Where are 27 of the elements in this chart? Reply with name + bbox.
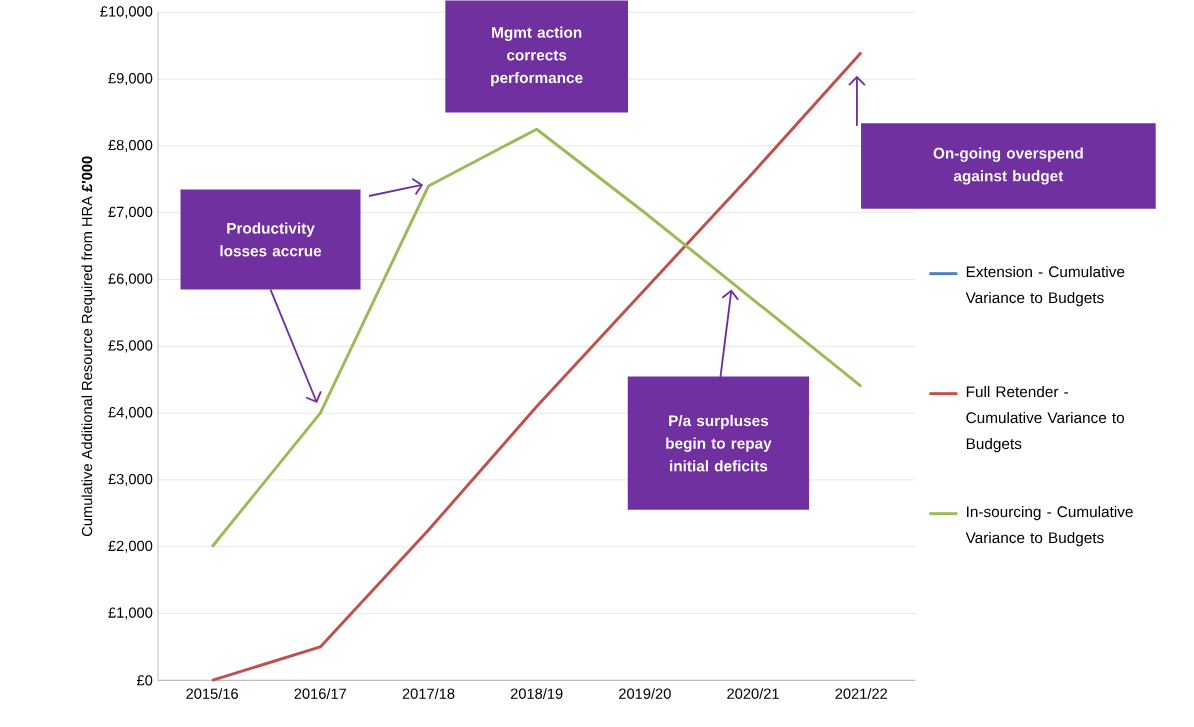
text: On-going overspend against budget (933, 147, 1083, 185)
y-tick-label: £6,000 (108, 273, 153, 286)
y-tick-label: £2,000 (108, 540, 153, 553)
annotation: P/a surpluses begin to repay initial deficits (666, 414, 772, 472)
annotation: Productivity losses accrue (220, 222, 322, 257)
x-tick-label: 2019/20 (619, 688, 671, 699)
y-tick-label: £0 (136, 675, 153, 686)
x-tick-label: 2016/17 (294, 688, 347, 699)
annotation: Mgmt action corrects performance (491, 26, 583, 87)
x-tick-label: 2020/21 (727, 688, 779, 699)
y-tick-label: £10,000 (100, 6, 153, 19)
y-tick-label: £4,000 (108, 407, 153, 420)
line-series (210, 127, 863, 549)
y-tick-label: £9,000 (108, 73, 153, 86)
legend-label: In-sourcing - Cumulative Variance to Budgets (965, 505, 1133, 547)
legend-label: Full Retender - Cumulative Variance to Budgets (966, 385, 1125, 453)
x-tick-label: 2018/19 (510, 688, 563, 699)
y-tick-label: £7,000 (108, 206, 153, 219)
y-axis-title: Cumulative Additional Resource Required from HRA £'000 (81, 156, 96, 537)
y-tick-label: £1,000 (108, 607, 153, 620)
x-tick-label: 2021/22 (835, 688, 887, 699)
y-tick-label: £5,000 (108, 340, 153, 353)
y-tick-label: £3,000 (108, 473, 153, 486)
x-tick-label: 2017/18 (402, 688, 455, 699)
y-tick-label: £8,000 (108, 139, 153, 152)
legend-label: Extension - Cumulative Variance to Budgets (965, 265, 1125, 307)
x-tick-label: 2015/16 (186, 688, 238, 699)
